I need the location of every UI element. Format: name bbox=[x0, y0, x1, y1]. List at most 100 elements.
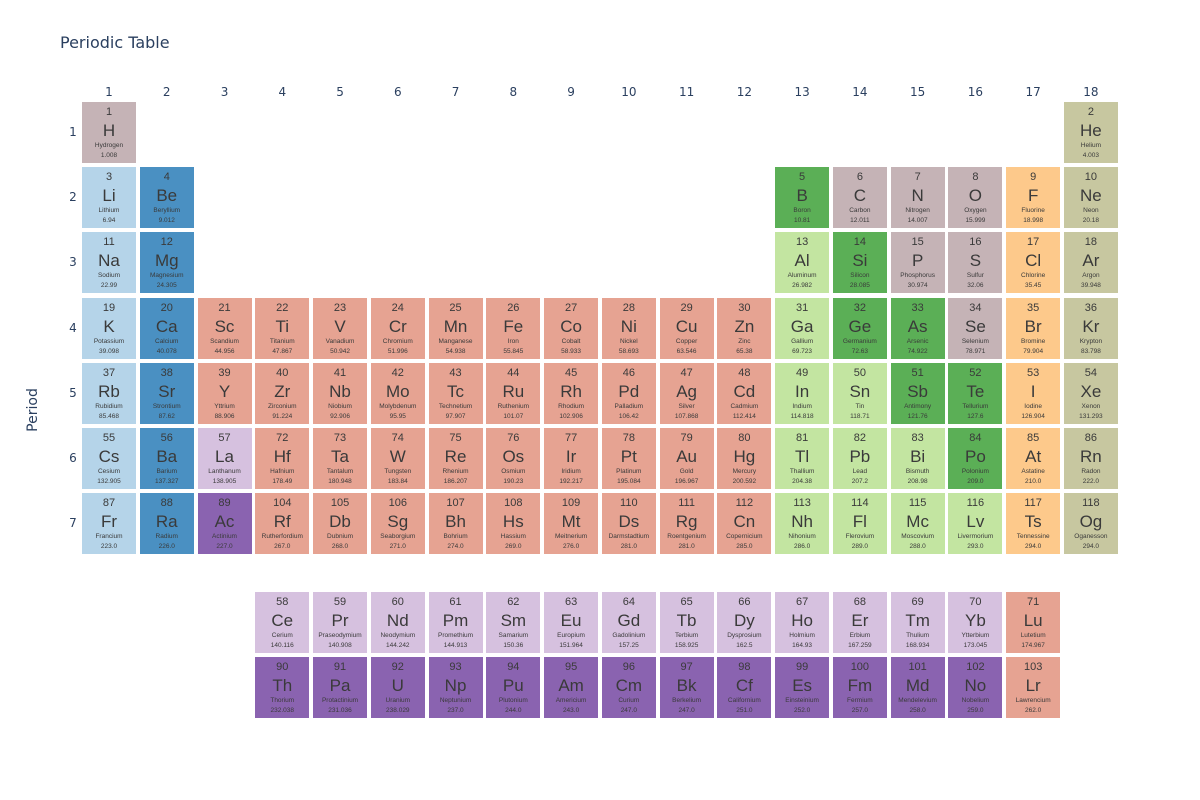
element-cell-te[interactable]: 52 Te Tellurium 127.6 bbox=[948, 362, 1003, 424]
element-cell-po[interactable]: 84 Po Polonium 209.0 bbox=[948, 428, 1003, 489]
element-cell-am[interactable]: 95 Am Americium 243.0 bbox=[544, 657, 599, 718]
element-cell-lr[interactable]: 103 Lr Lawrencium 262.0 bbox=[1006, 657, 1061, 718]
element-cell-sm[interactable]: 62 Sm Samarium 150.36 bbox=[486, 592, 541, 653]
element-cell-lv[interactable]: 116 Lv Livermorium 293.0 bbox=[948, 493, 1003, 555]
element-cell-k[interactable]: 19 K Potassium 39.098 bbox=[82, 297, 136, 359]
element-cell-hs[interactable]: 108 Hs Hassium 269.0 bbox=[486, 493, 541, 555]
element-cell-ti[interactable]: 22 Ti Titanium 47.867 bbox=[255, 297, 310, 359]
element-cell-ca[interactable]: 20 Ca Calcium 40.078 bbox=[139, 297, 194, 359]
element-cell-ir[interactable]: 77 Ir Iridium 192.217 bbox=[544, 428, 599, 489]
element-cell-no[interactable]: 102 No Nobelium 259.0 bbox=[948, 657, 1003, 718]
element-cell-rn[interactable]: 86 Rn Radon 222.0 bbox=[1063, 428, 1118, 489]
element-cell-si[interactable]: 14 Si Silicon 28.085 bbox=[832, 232, 887, 294]
element-cell-o[interactable]: 8 O Oxygen 15.999 bbox=[948, 167, 1003, 229]
element-cell-la[interactable]: 57 La Lanthanum 138.905 bbox=[197, 428, 252, 489]
element-cell-tl[interactable]: 81 Tl Thallium 204.38 bbox=[775, 428, 830, 489]
element-cell-f[interactable]: 9 F Fluorine 18.998 bbox=[1006, 167, 1061, 229]
element-cell-ne[interactable]: 10 Ne Neon 20.18 bbox=[1063, 167, 1118, 229]
element-cell-tc[interactable]: 43 Tc Technetium 97.907 bbox=[428, 362, 483, 424]
element-cell-v[interactable]: 23 V Vanadium 50.942 bbox=[313, 297, 368, 359]
element-cell-w[interactable]: 74 W Tungsten 183.84 bbox=[370, 428, 425, 489]
element-cell-fm[interactable]: 100 Fm Fermium 257.0 bbox=[832, 657, 887, 718]
element-cell-sg[interactable]: 106 Sg Seaborgium 271.0 bbox=[370, 493, 425, 555]
element-cell-ac[interactable]: 89 Ac Actinium 227.0 bbox=[197, 493, 252, 555]
element-cell-mc[interactable]: 115 Mc Moscovium 288.0 bbox=[890, 493, 945, 555]
element-cell-fl[interactable]: 114 Fl Flerovium 289.0 bbox=[832, 493, 887, 555]
element-cell-pr[interactable]: 59 Pr Praseodymium 140.908 bbox=[313, 592, 368, 653]
element-cell-sn[interactable]: 50 Sn Tin 118.71 bbox=[832, 362, 887, 424]
element-cell-y[interactable]: 39 Y Yttrium 88.906 bbox=[197, 362, 252, 424]
element-cell-he[interactable]: 2 He Helium 4.003 bbox=[1063, 102, 1118, 163]
element-cell-mg[interactable]: 12 Mg Magnesium 24.305 bbox=[139, 232, 194, 294]
element-cell-es[interactable]: 99 Es Einsteinium 252.0 bbox=[775, 657, 830, 718]
element-cell-ga[interactable]: 31 Ga Gallium 69.723 bbox=[775, 297, 830, 359]
element-cell-rg[interactable]: 111 Rg Roentgenium 281.0 bbox=[659, 493, 714, 555]
element-cell-ru[interactable]: 44 Ru Ruthenium 101.07 bbox=[486, 362, 541, 424]
element-cell-nb[interactable]: 41 Nb Niobium 92.906 bbox=[313, 362, 368, 424]
element-cell-rh[interactable]: 45 Rh Rhodium 102.906 bbox=[544, 362, 599, 424]
element-cell-sb[interactable]: 51 Sb Antimony 121.76 bbox=[890, 362, 945, 424]
element-cell-ra[interactable]: 88 Ra Radium 226.0 bbox=[139, 493, 194, 555]
element-cell-og[interactable]: 118 Og Oganesson 294.0 bbox=[1063, 493, 1118, 555]
element-cell-sc[interactable]: 21 Sc Scandium 44.956 bbox=[197, 297, 252, 359]
element-cell-sr[interactable]: 38 Sr Strontium 87.62 bbox=[139, 362, 194, 424]
element-cell-in[interactable]: 49 In Indium 114.818 bbox=[775, 362, 830, 424]
element-cell-au[interactable]: 79 Au Gold 196.967 bbox=[659, 428, 714, 489]
element-cell-at[interactable]: 85 At Astatine 210.0 bbox=[1006, 428, 1061, 489]
element-cell-cm[interactable]: 96 Cm Curium 247.0 bbox=[601, 657, 656, 718]
element-cell-al[interactable]: 13 Al Aluminum 26.982 bbox=[775, 232, 830, 294]
element-cell-co[interactable]: 27 Co Cobalt 58.933 bbox=[544, 297, 599, 359]
element-cell-ho[interactable]: 67 Ho Holmium 164.93 bbox=[775, 592, 830, 653]
element-cell-mt[interactable]: 109 Mt Meitnerium 276.0 bbox=[544, 493, 599, 555]
element-cell-ge[interactable]: 32 Ge Germanium 72.63 bbox=[832, 297, 887, 359]
element-cell-h[interactable]: 1 H Hydrogen 1.008 bbox=[82, 102, 136, 163]
element-cell-i[interactable]: 53 I Iodine 126.904 bbox=[1006, 362, 1061, 424]
element-cell-mn[interactable]: 25 Mn Manganese 54.938 bbox=[428, 297, 483, 359]
element-cell-lu[interactable]: 71 Lu Lutetium 174.967 bbox=[1006, 592, 1061, 653]
element-cell-n[interactable]: 7 N Nitrogen 14.007 bbox=[890, 167, 945, 229]
element-cell-yb[interactable]: 70 Yb Ytterbium 173.045 bbox=[948, 592, 1003, 653]
element-cell-hg[interactable]: 80 Hg Mercury 200.592 bbox=[717, 428, 772, 489]
element-cell-pt[interactable]: 78 Pt Platinum 195.084 bbox=[601, 428, 656, 489]
element-cell-na[interactable]: 11 Na Sodium 22.99 bbox=[82, 232, 136, 294]
element-cell-pa[interactable]: 91 Pa Protactinium 231.036 bbox=[313, 657, 368, 718]
element-cell-db[interactable]: 105 Db Dubnium 268.0 bbox=[313, 493, 368, 555]
element-cell-c[interactable]: 6 C Carbon 12.011 bbox=[832, 167, 887, 229]
element-cell-bi[interactable]: 83 Bi Bismuth 208.98 bbox=[890, 428, 945, 489]
element-cell-ag[interactable]: 47 Ag Silver 107.868 bbox=[659, 362, 714, 424]
element-cell-er[interactable]: 68 Er Erbium 167.259 bbox=[832, 592, 887, 653]
element-cell-hf[interactable]: 72 Hf Hafnium 178.49 bbox=[255, 428, 310, 489]
element-cell-nd[interactable]: 60 Nd Neodymium 144.242 bbox=[370, 592, 425, 653]
element-cell-pb[interactable]: 82 Pb Lead 207.2 bbox=[832, 428, 887, 489]
element-cell-zn[interactable]: 30 Zn Zinc 65.38 bbox=[717, 297, 772, 359]
element-cell-mo[interactable]: 42 Mo Molybdenum 95.95 bbox=[370, 362, 425, 424]
element-cell-as[interactable]: 33 As Arsenic 74.922 bbox=[890, 297, 945, 359]
element-cell-np[interactable]: 93 Np Neptunium 237.0 bbox=[428, 657, 483, 718]
element-cell-tm[interactable]: 69 Tm Thulium 168.934 bbox=[890, 592, 945, 653]
element-cell-se[interactable]: 34 Se Selenium 78.971 bbox=[948, 297, 1003, 359]
element-cell-cd[interactable]: 48 Cd Cadmium 112.414 bbox=[717, 362, 772, 424]
element-cell-md[interactable]: 101 Md Mendelevium 258.0 bbox=[890, 657, 945, 718]
element-cell-fe[interactable]: 26 Fe Iron 55.845 bbox=[486, 297, 541, 359]
element-cell-xe[interactable]: 54 Xe Xenon 131.293 bbox=[1063, 362, 1118, 424]
element-cell-be[interactable]: 4 Be Beryllium 9.012 bbox=[139, 167, 194, 229]
element-cell-ni[interactable]: 28 Ni Nickel 58.693 bbox=[601, 297, 656, 359]
element-cell-zr[interactable]: 40 Zr Zirconium 91.224 bbox=[255, 362, 310, 424]
element-cell-cl[interactable]: 17 Cl Chlorine 35.45 bbox=[1006, 232, 1061, 294]
element-cell-ta[interactable]: 73 Ta Tantalum 180.948 bbox=[313, 428, 368, 489]
element-cell-pm[interactable]: 61 Pm Promethium 144.913 bbox=[428, 592, 483, 653]
element-cell-br[interactable]: 35 Br Bromine 79.904 bbox=[1006, 297, 1061, 359]
element-cell-nh[interactable]: 113 Nh Nihonium 286.0 bbox=[775, 493, 830, 555]
element-cell-rf[interactable]: 104 Rf Rutherfordium 267.0 bbox=[255, 493, 310, 555]
element-cell-bh[interactable]: 107 Bh Bohrium 274.0 bbox=[428, 493, 483, 555]
element-cell-cs[interactable]: 55 Cs Cesium 132.905 bbox=[82, 428, 136, 489]
element-cell-pd[interactable]: 46 Pd Palladium 106.42 bbox=[601, 362, 656, 424]
element-cell-s[interactable]: 16 S Sulfur 32.06 bbox=[948, 232, 1003, 294]
element-cell-eu[interactable]: 63 Eu Europium 151.964 bbox=[544, 592, 599, 653]
element-cell-b[interactable]: 5 B Boron 10.81 bbox=[775, 167, 830, 229]
element-cell-th[interactable]: 90 Th Thorium 232.038 bbox=[255, 657, 310, 718]
element-cell-ts[interactable]: 117 Ts Tennessine 294.0 bbox=[1006, 493, 1061, 555]
element-cell-kr[interactable]: 36 Kr Krypton 83.798 bbox=[1063, 297, 1118, 359]
element-cell-os[interactable]: 76 Os Osmium 190.23 bbox=[486, 428, 541, 489]
element-cell-u[interactable]: 92 U Uranium 238.029 bbox=[370, 657, 425, 718]
